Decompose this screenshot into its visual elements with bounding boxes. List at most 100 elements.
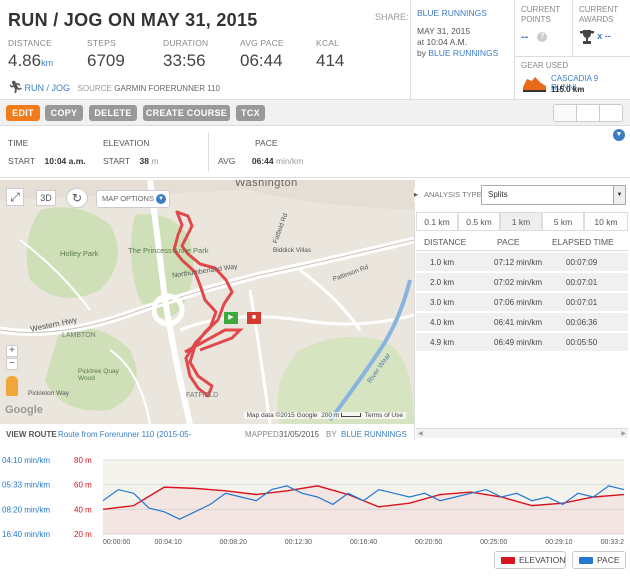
pace-tick-label: 04:10 min/km — [2, 456, 50, 465]
start-time-value: 10:04 a.m. — [44, 156, 86, 166]
panel-scrollbar[interactable]: ◀ ▶ — [416, 428, 628, 438]
analysis-panel: ▸ — [414, 180, 630, 440]
owner-by-link[interactable]: BLUE RUNNINGS — [428, 48, 499, 58]
terms-link[interactable]: Terms of Use — [364, 412, 403, 419]
map-attribution: Map data ©2015 Google 200 m Terms of Use — [243, 412, 406, 419]
current-points: CURRENT POINTS -- ? — [514, 0, 572, 56]
gear-label: GEAR USED — [521, 61, 569, 70]
awards-value: x -- — [597, 31, 611, 42]
help-icon[interactable]: ? — [537, 32, 548, 43]
pegman-icon[interactable] — [6, 376, 18, 396]
split-elapsed: 00:07:01 — [566, 298, 598, 307]
awards-label: CURRENT AWARDS — [579, 5, 618, 24]
pace-tick-label: 05:33 min/km — [2, 481, 50, 490]
stat-value: 6709 — [87, 51, 125, 70]
zoom-out-button[interactable]: − — [6, 358, 18, 370]
view-toggle-group — [553, 104, 623, 122]
route-name-link[interactable]: Route from Forerunner 110 (2015-05- — [58, 430, 192, 439]
google-logo: Google — [5, 404, 43, 416]
stat-duration: DURATION 33:56 — [163, 38, 208, 71]
copy-button[interactable]: COPY — [45, 105, 83, 121]
avg-pace-value: 06:44 — [251, 156, 274, 166]
map-options-dropdown[interactable]: MAP OPTIONS ▼ — [96, 190, 170, 208]
start-label: START — [8, 156, 36, 166]
tab-1km[interactable]: 1 km — [500, 212, 542, 231]
split-tabs: 0.1 km 0.5 km 1 km 5 km 10 km — [416, 212, 630, 231]
legend-elevation[interactable]: ELEVATION — [494, 551, 566, 569]
split-row: 4.0 km 06:41 min/km 00:06:36 — [416, 313, 628, 332]
split-row: 3.0 km 07:06 min/km 00:07:01 — [416, 293, 628, 312]
time-tick-label: 00:04:10 — [155, 539, 182, 546]
map-place-label: FATFIELD — [186, 392, 219, 399]
points-label: CURRENT POINTS — [521, 5, 560, 24]
elevation-tick-label: 60 m — [74, 481, 92, 490]
route-map[interactable]: Washington Holley Park The Princess Anne… — [0, 180, 414, 424]
split-distance: 1.0 km — [430, 258, 455, 267]
tcx-button[interactable]: TCX — [236, 105, 265, 121]
rotate-icon[interactable]: ↻ — [66, 188, 88, 208]
split-elapsed: 00:07:09 — [566, 258, 598, 267]
legend-elevation-label: ELEVATION — [519, 555, 566, 565]
analysis-type-select[interactable]: Splits ▼ — [481, 185, 626, 205]
time-tick-label: 00:08:20 — [220, 539, 247, 546]
split-pace: 06:41 min/km — [494, 318, 543, 327]
view-toggle-1[interactable] — [554, 105, 577, 121]
view-toggle-3[interactable] — [554, 121, 577, 122]
time-tick-label: 00:25:00 — [480, 539, 507, 546]
split-elapsed: 00:06:36 — [566, 318, 598, 327]
edit-button[interactable]: EDIT — [6, 105, 40, 121]
tab-5km[interactable]: 5 km — [542, 212, 584, 231]
map-place-label: Pickleton Way — [28, 390, 69, 397]
split-distance: 4.9 km — [430, 338, 455, 347]
zoom-in-button[interactable]: + — [6, 345, 18, 357]
split-pace: 07:02 min/km — [494, 278, 543, 287]
split-elapsed: 00:05:50 — [566, 338, 598, 347]
map-city-label: Washington — [235, 180, 298, 189]
split-distance: 4.0 km — [430, 318, 455, 327]
split-distance: 2.0 km — [430, 278, 455, 287]
owner-date: MAY 31, 2015 — [417, 26, 471, 36]
split-row: 2.0 km 07:02 min/km 00:07:01 — [416, 273, 628, 292]
tab-0-5km[interactable]: 0.5 km — [458, 212, 500, 231]
gear-name-link[interactable]: CASCADIA 9 RUNNI... — [551, 74, 599, 92]
activity-header: RUN / JOG ON MAY 31, 2015 SHARE: DISTANC… — [0, 0, 630, 100]
collapse-icon[interactable]: ▼ — [613, 129, 625, 141]
start-marker-icon[interactable]: ▶ — [224, 312, 238, 324]
pace-line — [102, 485, 625, 520]
time-tick-label: 00:33:2 — [601, 539, 624, 546]
view-route-bar: VIEW ROUTE Route from Forerunner 110 (20… — [0, 426, 414, 442]
pace-tick-label: 16:40 min/km — [2, 530, 50, 539]
time-tick-label: 00:20:50 — [415, 539, 442, 546]
select-arrow-icon: ▼ — [613, 186, 625, 204]
stat-value: 4.86 — [8, 51, 42, 70]
legend-pace[interactable]: PACE — [572, 551, 626, 569]
delete-button[interactable]: DELETE — [89, 105, 137, 121]
stat-value: 06:44 — [240, 51, 283, 70]
split-pace: 07:06 min/km — [494, 298, 543, 307]
split-distance: 3.0 km — [430, 298, 455, 307]
share-label: SHARE: — [375, 12, 409, 22]
street-view-icon[interactable]: 3D — [36, 190, 56, 206]
elevation-tick-label: 40 m — [74, 505, 92, 514]
mapped-by-link[interactable]: BLUE RUNNINGS — [341, 430, 407, 439]
activity-type-link[interactable]: RUN / JOG — [24, 83, 71, 93]
owner-time: at 10:04 A.M. — [417, 37, 468, 47]
elevation-tick-label: 80 m — [74, 456, 92, 465]
create-course-button[interactable]: CREATE COURSE — [143, 105, 230, 121]
fullscreen-icon[interactable]: ⤢ — [6, 188, 24, 206]
finish-marker-icon[interactable]: ■ — [247, 312, 261, 324]
view-toggle-2[interactable] — [577, 105, 600, 121]
map-place-label: Picktree Quay Wood — [78, 368, 119, 382]
map-place-label: Biddick Villas — [273, 247, 312, 254]
mapped-date: 31/05/2015 — [279, 430, 320, 439]
panel-toggle-icon[interactable]: ▸ — [414, 188, 424, 202]
chevron-down-icon: ▼ — [156, 194, 166, 204]
owner-link[interactable]: BLUE RUNNINGS — [417, 8, 487, 18]
tab-10km[interactable]: 10 km — [584, 212, 628, 231]
stat-label: DURATION — [163, 38, 209, 48]
tab-0-1km[interactable]: 0.1 km — [416, 212, 458, 231]
page-title: RUN / JOG ON MAY 31, 2015 — [8, 10, 258, 30]
stat-label: DISTANCE — [8, 38, 52, 48]
time-heading: TIME — [8, 138, 29, 148]
pace-elevation-chart[interactable]: 04:10 min/km 05:33 min/km 08:20 min/km 16:4… — [0, 444, 630, 548]
